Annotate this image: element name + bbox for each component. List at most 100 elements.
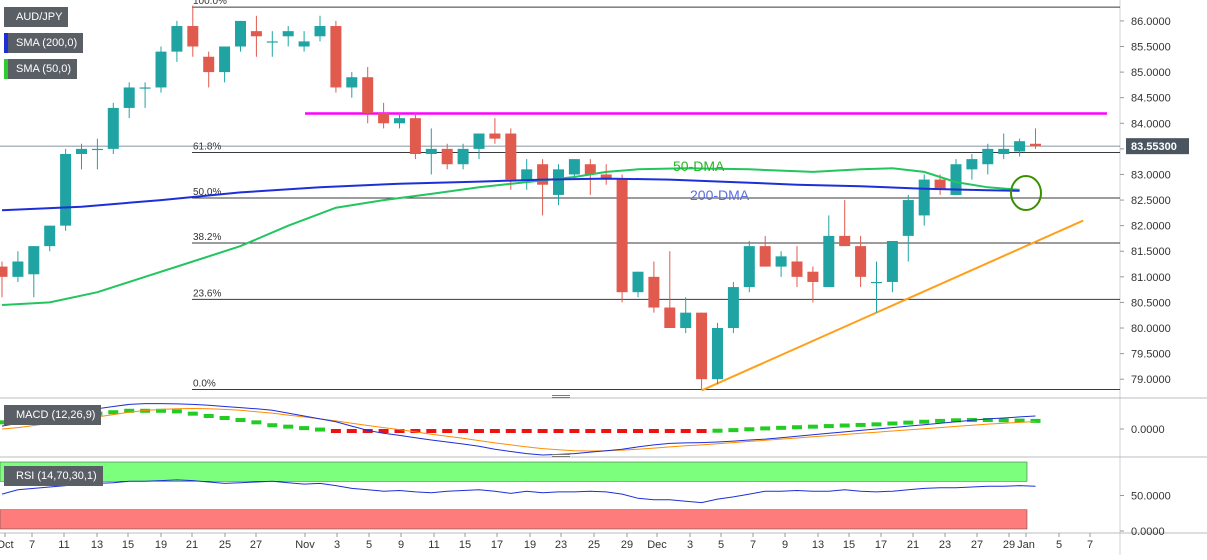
time-tick-label: 3 (334, 539, 340, 551)
fib-level-label: 61.8% (193, 141, 221, 152)
macd-histogram-bar (696, 429, 707, 433)
rsi-legend[interactable]: RSI (14,70,30,1) (4, 466, 103, 486)
macd-histogram-bar (855, 422, 866, 427)
candle-body (28, 246, 40, 275)
time-tick-label: 21 (907, 539, 919, 551)
macd-histogram-bar (839, 423, 850, 428)
macd-histogram-bar (998, 418, 1009, 423)
macd-histogram-bar (1014, 418, 1025, 423)
price-tick-label: 79.5000 (1131, 349, 1171, 361)
highlight-circle (1010, 175, 1042, 211)
macd-histogram-bar (283, 424, 294, 429)
fib-level-label: 0.0% (193, 378, 216, 389)
price-tick-label: 80.5000 (1131, 297, 1171, 309)
candle-body (76, 148, 87, 154)
time-tick-label: 13 (812, 539, 824, 551)
candle-body (648, 276, 660, 308)
candle-body (139, 87, 151, 89)
time-tick-label: 27 (250, 539, 262, 551)
macd-histogram-bar (489, 429, 500, 433)
candle-body (187, 26, 199, 47)
macd-histogram-bar (728, 428, 739, 433)
macd-histogram-bar (505, 429, 516, 433)
time-tick-label: 7 (1087, 539, 1093, 551)
candle-body (632, 271, 644, 293)
candle-body (759, 246, 771, 267)
macd-histogram-bar (919, 419, 930, 424)
candle-body (425, 148, 437, 154)
rsi-pane-splitter[interactable] (552, 454, 570, 459)
time-tick-label: 5 (718, 539, 724, 551)
candle-body (616, 179, 628, 293)
candle-body (250, 31, 262, 37)
candle-body (441, 148, 453, 165)
candle-body (823, 235, 835, 288)
macd-histogram-bar (521, 429, 532, 433)
macd-histogram-bar (362, 429, 373, 433)
candle-body (807, 271, 819, 282)
sma-200-line (1, 177, 1020, 212)
candle-body (91, 148, 103, 151)
time-tick-label: 5 (1056, 539, 1062, 551)
candle-body (775, 256, 787, 267)
macd-histogram-bar (346, 429, 357, 433)
time-tick-label: 23 (555, 539, 567, 551)
macd-histogram-bar (807, 424, 818, 429)
macd-histogram-bar (664, 429, 675, 433)
time-axis: Oct 7 11 13 15 19 21 25 27 Nov 3 5 9 11 15 17 19 23 25 29 De… (0, 533, 1093, 551)
macd-histogram-bar (903, 420, 914, 425)
time-tick-label: 11 (58, 539, 69, 551)
time-tick-label: 17 (491, 539, 503, 551)
candle-body (743, 246, 755, 288)
sma-200-legend[interactable]: SMA (200,0) (4, 33, 84, 53)
time-tick-label: 23 (939, 539, 951, 551)
price-annotations: 50-DMA 200-DMA (673, 158, 1042, 211)
fib-level-label: 50.0% (193, 187, 221, 198)
candle-body (553, 169, 564, 195)
price-tick-label: 82.5000 (1131, 195, 1171, 207)
candle-body (791, 261, 803, 277)
macd-histogram-bar (617, 429, 628, 433)
macd-histogram-bar (585, 429, 596, 433)
macd-histogram-bar (171, 409, 182, 414)
candle-body (473, 133, 485, 149)
macd-histogram-bar (235, 418, 246, 423)
fib-level-label: 38.2% (193, 232, 221, 243)
macd-histogram-bar (823, 424, 834, 429)
candle-body (235, 20, 246, 47)
macd-histogram-bar (601, 429, 612, 433)
candle-body (409, 118, 421, 154)
candlestick-series[interactable] (0, 5, 1041, 390)
time-tick-label: 29 (621, 539, 633, 551)
candle-body (0, 266, 8, 277)
macd-histogram-bar (251, 420, 262, 425)
candle-body (839, 235, 851, 247)
macd-legend[interactable]: MACD (12,26,9) (4, 405, 102, 425)
time-tick-label: 5 (366, 539, 372, 551)
price-tick-label: 82.0000 (1131, 221, 1171, 233)
candle-body (680, 312, 692, 329)
sma-lines (1, 167, 1020, 306)
time-tick-label: 17 (875, 539, 887, 551)
macd-histogram-bar (760, 426, 771, 431)
price-tick-label: 85.0000 (1131, 67, 1171, 79)
macd-histogram-bar (0, 420, 7, 425)
price-tick-label: 86.0000 (1131, 16, 1171, 28)
candle-body (266, 41, 278, 43)
price-tick-label: 84.0000 (1131, 118, 1171, 130)
macd-pane-splitter[interactable] (552, 395, 570, 400)
symbol-label[interactable]: AUD/JPY (4, 7, 69, 27)
macd-histogram-bar (776, 425, 787, 430)
macd-tick-label: 0.0000 (1131, 424, 1165, 436)
time-tick-label: Nov (295, 539, 315, 551)
time-tick-label: 15 (459, 539, 471, 551)
candle-body (537, 164, 549, 185)
macd-histogram-bar (871, 422, 882, 427)
candle-body (203, 56, 215, 73)
price-tick-label: 83.0000 (1131, 169, 1171, 181)
dma-50-label: 50-DMA (673, 158, 725, 174)
sma-50-legend[interactable]: SMA (50,0) (4, 59, 78, 79)
macd-histogram-bar (330, 429, 341, 433)
candle-body (584, 164, 596, 175)
